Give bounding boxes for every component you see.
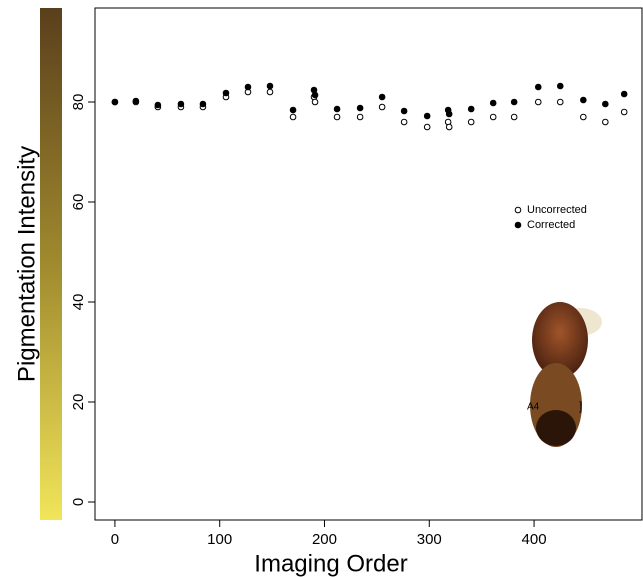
y-tick-label: 60 (70, 194, 87, 211)
point (580, 113, 587, 121)
legend-marker (514, 221, 522, 229)
x-tick-label: 200 (312, 531, 337, 548)
x-tick-label: 0 (111, 531, 119, 548)
legend-marker (514, 206, 522, 214)
point (620, 90, 628, 98)
point (378, 93, 386, 101)
bracket: ] (579, 399, 582, 413)
point (333, 113, 341, 121)
x-axis-label: Imaging Order (254, 550, 407, 577)
point (154, 101, 162, 109)
x-tick-label: 400 (522, 531, 547, 548)
point (356, 113, 364, 121)
point (445, 110, 453, 118)
point (445, 123, 453, 131)
point (177, 100, 185, 108)
point (289, 113, 297, 121)
point (423, 112, 431, 120)
y-tick-label: 80 (70, 94, 87, 111)
point (111, 98, 119, 106)
point (602, 118, 609, 126)
colorbar (40, 8, 62, 520)
point (556, 98, 564, 106)
point (602, 100, 609, 108)
y-axis-label: Pigmentation Intensity (13, 146, 40, 382)
point (423, 123, 431, 131)
point (534, 83, 542, 91)
point (289, 106, 297, 114)
annotation: A4 (527, 402, 540, 413)
point (467, 118, 475, 126)
point (244, 83, 252, 91)
point (510, 113, 518, 121)
fly-illustration: A4 ] (527, 302, 602, 447)
legend-label: Corrected (527, 219, 575, 231)
y-tick-label: 40 (70, 294, 87, 311)
plot-frame (94, 7, 643, 521)
point (510, 98, 518, 106)
point (489, 113, 497, 121)
point (199, 100, 207, 108)
x-tick-label: 100 (207, 531, 232, 548)
point (311, 91, 319, 99)
point (378, 103, 386, 111)
point (132, 97, 140, 105)
point (333, 105, 341, 113)
y-tick-label: 0 (70, 498, 87, 506)
point (266, 88, 274, 96)
x-tick-label: 300 (417, 531, 442, 548)
y-tick-label: 20 (70, 394, 87, 411)
point (580, 96, 587, 104)
point (222, 89, 230, 97)
point (467, 105, 475, 113)
legend (510, 200, 628, 236)
point (311, 98, 319, 106)
point (620, 108, 628, 116)
point (489, 99, 497, 107)
point (266, 82, 274, 90)
point (556, 82, 564, 90)
legend-label: Uncorrected (527, 204, 587, 216)
point (400, 107, 408, 115)
point (356, 104, 364, 112)
point (400, 118, 408, 126)
point (534, 98, 542, 106)
